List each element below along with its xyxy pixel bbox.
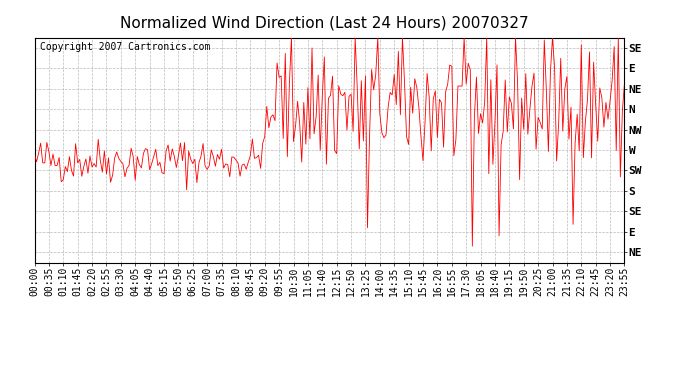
Text: Copyright 2007 Cartronics.com: Copyright 2007 Cartronics.com: [41, 42, 210, 52]
Text: Normalized Wind Direction (Last 24 Hours) 20070327: Normalized Wind Direction (Last 24 Hours…: [120, 15, 529, 30]
